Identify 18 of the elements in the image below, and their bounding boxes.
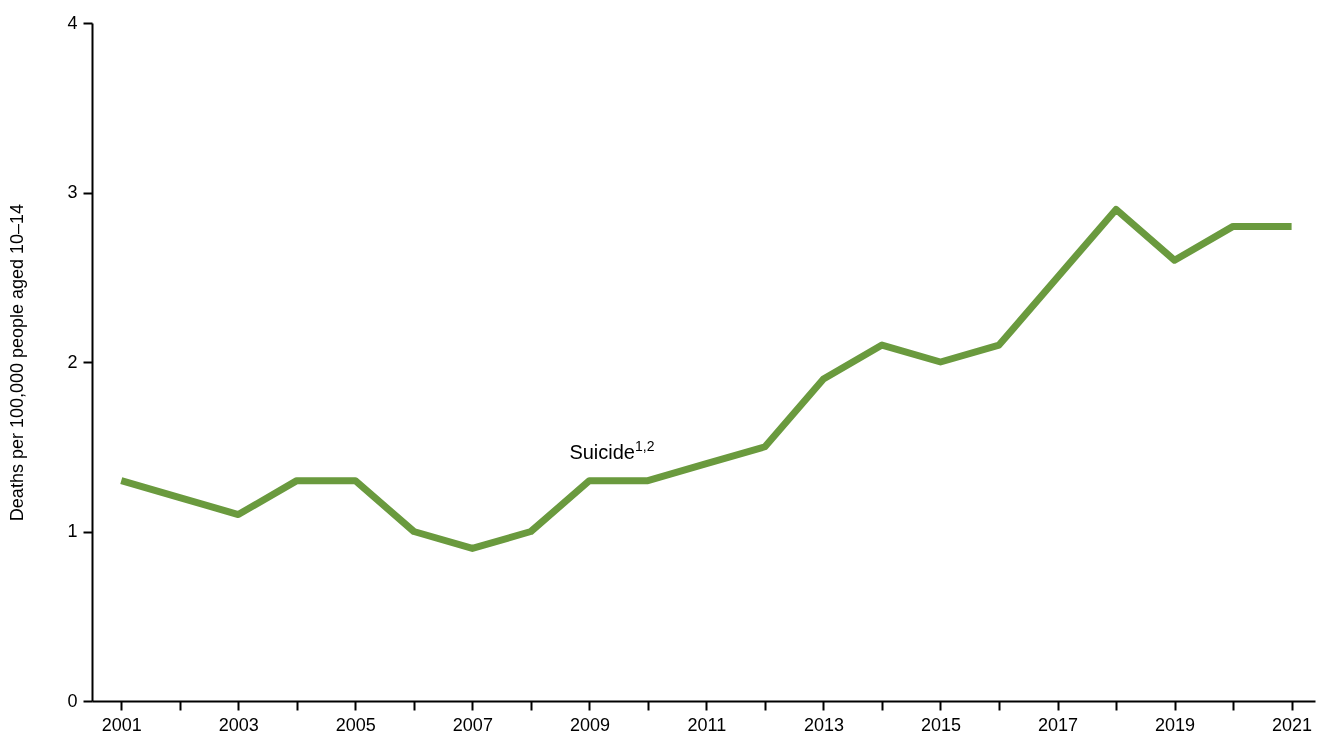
y-tick-label: 1 [67, 521, 78, 541]
series-label: Suicide$^{1,2}$ [569, 437, 655, 463]
x-tick-label: 2011 [687, 714, 727, 735]
x-tick-label: 2005 [335, 714, 376, 735]
x-tick-label: 2017 [1038, 714, 1079, 735]
x-tick-label: 2019 [1155, 714, 1196, 735]
y-axis-title: Deaths per 100,000 people aged 10–14 [7, 203, 28, 522]
x-tick-label: 2015 [920, 714, 962, 735]
x-tick-label: 2007 [452, 714, 493, 735]
y-tick-label: 2 [67, 351, 78, 372]
x-tick-label: 2003 [218, 714, 259, 735]
x-tick-label: 2021 [1272, 714, 1313, 735]
x-tick-label: 2013 [803, 714, 844, 735]
x-tick-label: 2001 [101, 714, 142, 735]
x-tick-label: 2009 [569, 714, 610, 735]
y-tick-label: 3 [67, 182, 78, 202]
y-tick-label: 4 [67, 12, 78, 33]
y-tick-label: 0 [67, 690, 78, 711]
